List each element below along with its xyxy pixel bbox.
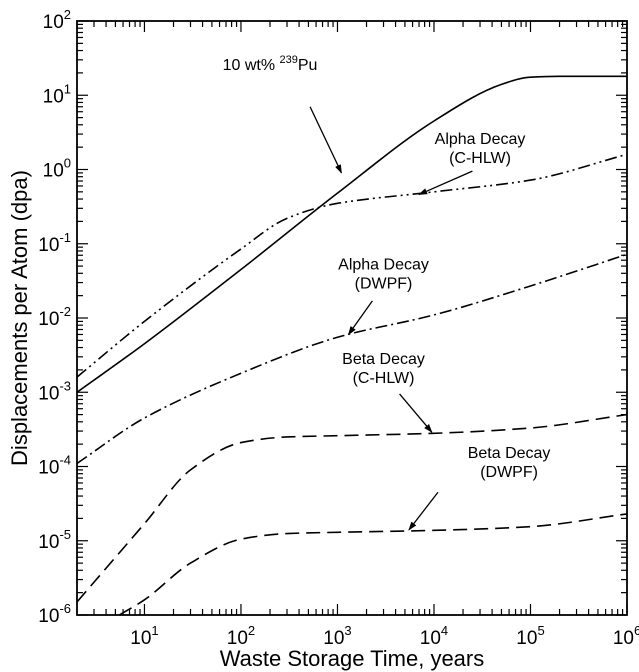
series-line-1 — [77, 75, 627, 393]
y-tick-label-base: 10 — [38, 532, 59, 553]
x-tick-label-base: 10 — [613, 628, 634, 649]
annotation-alpha-chlw-line-2: (C-HLW) — [449, 150, 511, 167]
x-tick-label-base: 10 — [323, 628, 344, 649]
annotation-arrow-pu — [309, 106, 343, 174]
x-axis-title: Waste Storage Time, years — [220, 646, 485, 671]
annotation-alpha-dwpf-line-1: Alpha Decay — [338, 256, 429, 273]
annotations: 10 wt% 239Pu Alpha Decay (C-HLW) Alpha Deca… — [223, 54, 551, 531]
y-tick-label-base: 10 — [43, 161, 64, 182]
y-tick-label-exp: -1 — [59, 230, 71, 245]
x-tick-label-base: 10 — [420, 628, 441, 649]
x-tick-label-exp: 2 — [248, 623, 255, 638]
y-tick-label-base: 10 — [38, 309, 59, 330]
annotation-arrow-alpha-chlw — [418, 170, 473, 196]
x-tick-label: 106 — [613, 623, 639, 649]
x-tick-label: 102 — [227, 623, 255, 649]
x-tick-label: 104 — [420, 623, 448, 649]
y-tick-label: 101 — [43, 81, 71, 107]
y-tick-label: 10-3 — [38, 378, 71, 404]
x-tick-label-base: 10 — [130, 628, 151, 649]
x-tick-label: 105 — [516, 623, 544, 649]
y-tick-label-exp: 1 — [64, 81, 71, 96]
y-tick-label-base: 10 — [38, 458, 59, 479]
y-tick-label-base: 10 — [38, 383, 59, 404]
y-tick-label-exp: 2 — [64, 7, 71, 22]
x-tick-label: 101 — [130, 623, 158, 649]
annotation-pu: 10 wt% 239Pu — [223, 54, 318, 74]
y-tick-label: 10-5 — [38, 527, 71, 553]
y-tick-label: 10-2 — [38, 304, 71, 330]
series-curves — [77, 75, 627, 615]
y-tick-label-exp: -3 — [59, 378, 71, 393]
x-tick-label-exp: 3 — [344, 623, 351, 638]
y-tick-label-base: 10 — [38, 235, 59, 256]
y-tick-label: 10-4 — [38, 453, 71, 479]
series-line-2 — [77, 153, 627, 378]
annotation-arrow-alpha-dwpf — [347, 300, 373, 336]
tick-labels: 101 102 103 104 105 10610-610-510-410-310-210… — [38, 7, 639, 649]
series-line-5 — [118, 513, 627, 615]
series-line-4 — [77, 413, 627, 603]
y-tick-label: 100 — [43, 156, 71, 182]
plot-frame — [76, 20, 628, 616]
y-tick-label: 10-1 — [38, 230, 71, 256]
y-tick-label-exp: -2 — [59, 304, 71, 319]
annotation-beta-chlw-line-2: (C-HLW) — [353, 370, 415, 387]
annotation-beta-dwpf-line-1: Beta Decay — [468, 445, 551, 462]
annotation-beta-dwpf-line-2: (DWPF) — [480, 464, 538, 481]
y-tick-label-exp: 0 — [64, 156, 71, 171]
x-tick-label-exp: 4 — [441, 623, 448, 638]
y-tick-label-base: 10 — [38, 606, 59, 627]
x-tick-label-exp: 6 — [634, 623, 639, 638]
annotation-alpha-dwpf-line-2: (DWPF) — [355, 275, 413, 292]
y-tick-label: 102 — [43, 7, 71, 33]
annotation-arrow-beta-chlw — [399, 393, 433, 433]
annotation-alpha-chlw-line-1: Alpha Decay — [435, 131, 526, 148]
x-tick-label-base: 10 — [227, 628, 248, 649]
x-tick-label: 103 — [323, 623, 351, 649]
series-line-3 — [77, 253, 627, 465]
x-tick-label-base: 10 — [516, 628, 537, 649]
y-tick-label-base: 10 — [43, 86, 64, 107]
x-tick-label-exp: 5 — [537, 623, 544, 638]
annotation-arrow-beta-dwpf — [408, 491, 439, 531]
y-tick-label-exp: -4 — [59, 453, 71, 468]
y-axis-title: Displacements per Atom (dpa) — [7, 170, 32, 466]
y-tick-label-base: 10 — [43, 12, 64, 33]
y-tick-label-exp: -6 — [59, 601, 71, 616]
y-tick-label: 10-6 — [38, 601, 71, 627]
x-tick-label-exp: 1 — [151, 623, 158, 638]
y-tick-label-exp: -5 — [59, 527, 71, 542]
annotation-beta-chlw-line-1: Beta Decay — [342, 351, 425, 368]
